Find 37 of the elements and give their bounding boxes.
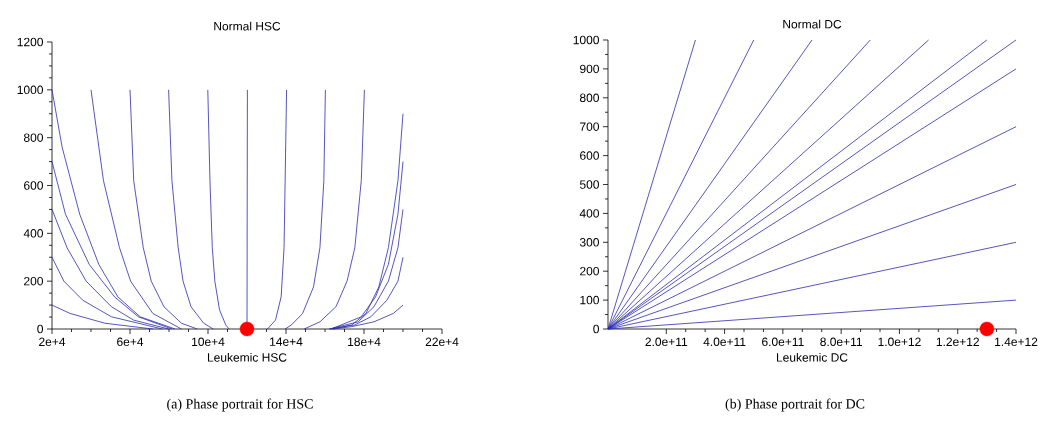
x-tick-label: 6.0e+11	[762, 337, 804, 347]
y-tick-label: 200	[580, 266, 600, 276]
y-tick-label: 400	[579, 209, 600, 218]
text: (b) Phase portrait for DC	[725, 398, 865, 412]
y-tick-label: 900	[580, 64, 600, 74]
y-tick-label: 800	[579, 93, 600, 103]
x-tick-label: 2e+4	[39, 337, 66, 347]
y-tick-label: 1000	[573, 35, 600, 45]
y-tick-label: 1000	[17, 85, 43, 95]
y-tick-label: 700	[580, 122, 600, 131]
x-axis-title: Leukemic HSC	[207, 352, 287, 362]
x-axis-title: Leukemic DC	[776, 352, 848, 362]
y-tick-label: 1200	[17, 37, 43, 47]
chart-title: Normal DC	[783, 19, 842, 29]
x-tick-label: 2.0e+11	[645, 337, 688, 347]
x-tick-label: 6e+4	[117, 337, 144, 347]
y-tick-label: 300	[579, 238, 600, 247]
text: (a) Phase portrait for HSC	[167, 398, 313, 412]
x-tick-label: 4.0e+11	[703, 337, 746, 347]
y-tick-label: 0	[593, 324, 600, 334]
x-tick-label: 14e+4	[270, 337, 303, 346]
y-tick-label: 500	[579, 180, 600, 189]
y-tick-label: 100	[580, 295, 600, 305]
x-tick-label: 18e+4	[348, 337, 381, 347]
x-tick-label: 22e+4	[425, 337, 459, 347]
y-tick-label: 400	[23, 229, 43, 238]
chart-title: Normal HSC	[214, 21, 281, 31]
x-tick-label: 1.4e+12	[995, 337, 1038, 347]
x-tick-label: 1.0e+12	[878, 337, 921, 347]
y-tick-label: 800	[23, 133, 43, 142]
x-tick-label: 8.0e+11	[820, 337, 862, 347]
x-tick-label: 10e+4	[192, 337, 225, 347]
y-tick-label: 200	[24, 276, 43, 286]
y-tick-label: 600	[580, 151, 600, 160]
y-tick-label: 600	[24, 181, 43, 190]
y-tick-label: 0	[37, 324, 44, 334]
x-tick-label: 1.2e+12	[936, 337, 979, 347]
